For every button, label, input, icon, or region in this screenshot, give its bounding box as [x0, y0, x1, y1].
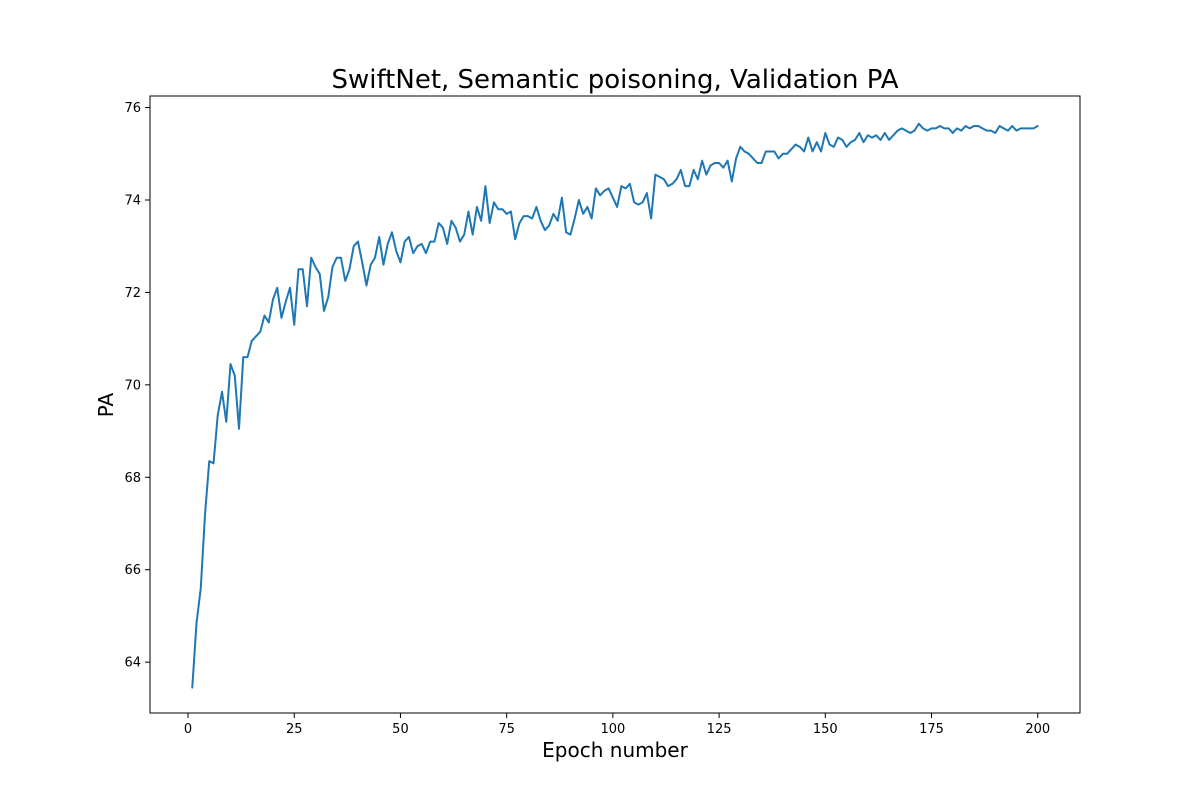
- y-tick-label: 70: [124, 378, 141, 393]
- x-tick-label: 50: [392, 722, 409, 737]
- x-tick-label: 175: [919, 722, 944, 737]
- x-tick-label: 0: [184, 722, 192, 737]
- y-tick-label: 64: [124, 656, 141, 671]
- x-axis-label: Epoch number: [542, 738, 688, 762]
- x-tick-label: 125: [707, 722, 732, 737]
- x-tick-label: 150: [813, 722, 838, 737]
- y-tick-label: 74: [124, 193, 141, 208]
- x-tick-label: 200: [1025, 722, 1050, 737]
- x-tick-label: 100: [600, 722, 625, 737]
- y-tick-label: 66: [124, 563, 141, 578]
- plot-area-frame: [149, 95, 1081, 714]
- chart-title: SwiftNet, Semantic poisoning, Validation…: [331, 65, 898, 95]
- y-tick-label: 72: [124, 286, 141, 301]
- x-tick-label: 75: [498, 722, 515, 737]
- y-axis-ticks: 64 66 68 70 72 74 76: [124, 101, 150, 671]
- x-axis-ticks: 0 25 50 75 100 125 150 175 200: [184, 713, 1050, 737]
- y-axis-label: PA: [94, 392, 118, 417]
- x-tick-label: 25: [286, 722, 303, 737]
- series-layer: [191, 122, 1039, 689]
- y-tick-label: 68: [124, 471, 141, 486]
- y-tick-label: 76: [124, 101, 141, 116]
- series-line: [191, 122, 1039, 689]
